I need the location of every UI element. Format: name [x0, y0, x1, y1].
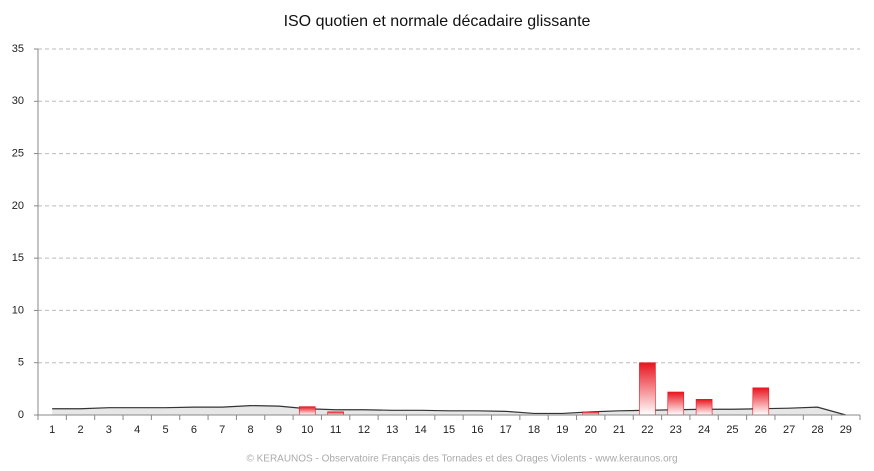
x-tick-label: 4 — [134, 424, 140, 436]
x-tick-label: 28 — [811, 424, 823, 436]
x-tick-label: 12 — [358, 424, 370, 436]
y-tick-label: 15 — [12, 252, 24, 264]
y-tick-label: 0 — [18, 409, 24, 421]
y-tick-label: 5 — [18, 357, 24, 369]
x-tick-label: 3 — [106, 424, 112, 436]
x-tick-label: 14 — [415, 424, 427, 436]
chart-title: ISO quotien et normale décadaire glissan… — [284, 13, 591, 30]
x-tick-label: 27 — [783, 424, 795, 436]
x-tick-label: 13 — [386, 424, 398, 436]
x-tick-label: 2 — [77, 424, 83, 436]
y-tick-label: 35 — [12, 43, 24, 55]
bar — [752, 387, 770, 416]
x-tick-label: 19 — [556, 424, 568, 436]
x-tick-label: 20 — [585, 424, 597, 436]
bar — [695, 399, 713, 416]
x-tick-label: 6 — [191, 424, 197, 436]
x-tick-label: 22 — [641, 424, 653, 436]
x-tick-label: 26 — [755, 424, 767, 436]
x-tick-label: 23 — [670, 424, 682, 436]
x-tick-label: 10 — [301, 424, 313, 436]
bar — [667, 391, 685, 416]
y-tick-label: 30 — [12, 95, 24, 107]
y-tick-label: 10 — [12, 304, 24, 316]
x-tick-label: 1 — [49, 424, 55, 436]
x-tick-label: 24 — [698, 424, 710, 436]
bar — [639, 362, 656, 416]
x-tick-label: 9 — [276, 424, 282, 436]
x-tick-label: 15 — [443, 424, 455, 436]
x-tick-label: 11 — [330, 424, 341, 436]
x-tick-label: 25 — [726, 424, 738, 436]
x-tick-label: 21 — [613, 424, 625, 436]
x-tick-label: 18 — [528, 424, 540, 436]
bar — [298, 406, 316, 416]
y-tick-label: 25 — [12, 147, 24, 159]
x-tick-label: 16 — [471, 424, 483, 436]
footer: © KERAUNOS - Observatoire Français des T… — [246, 454, 677, 465]
x-tick-label: 7 — [219, 424, 225, 436]
x-tick-label: 29 — [840, 424, 852, 436]
x-tick-label: 5 — [162, 424, 168, 436]
area-line — [52, 404, 846, 416]
x-tick-label: 8 — [248, 424, 254, 436]
x-tick-label: 17 — [500, 424, 512, 436]
y-tick-label: 20 — [12, 200, 24, 212]
